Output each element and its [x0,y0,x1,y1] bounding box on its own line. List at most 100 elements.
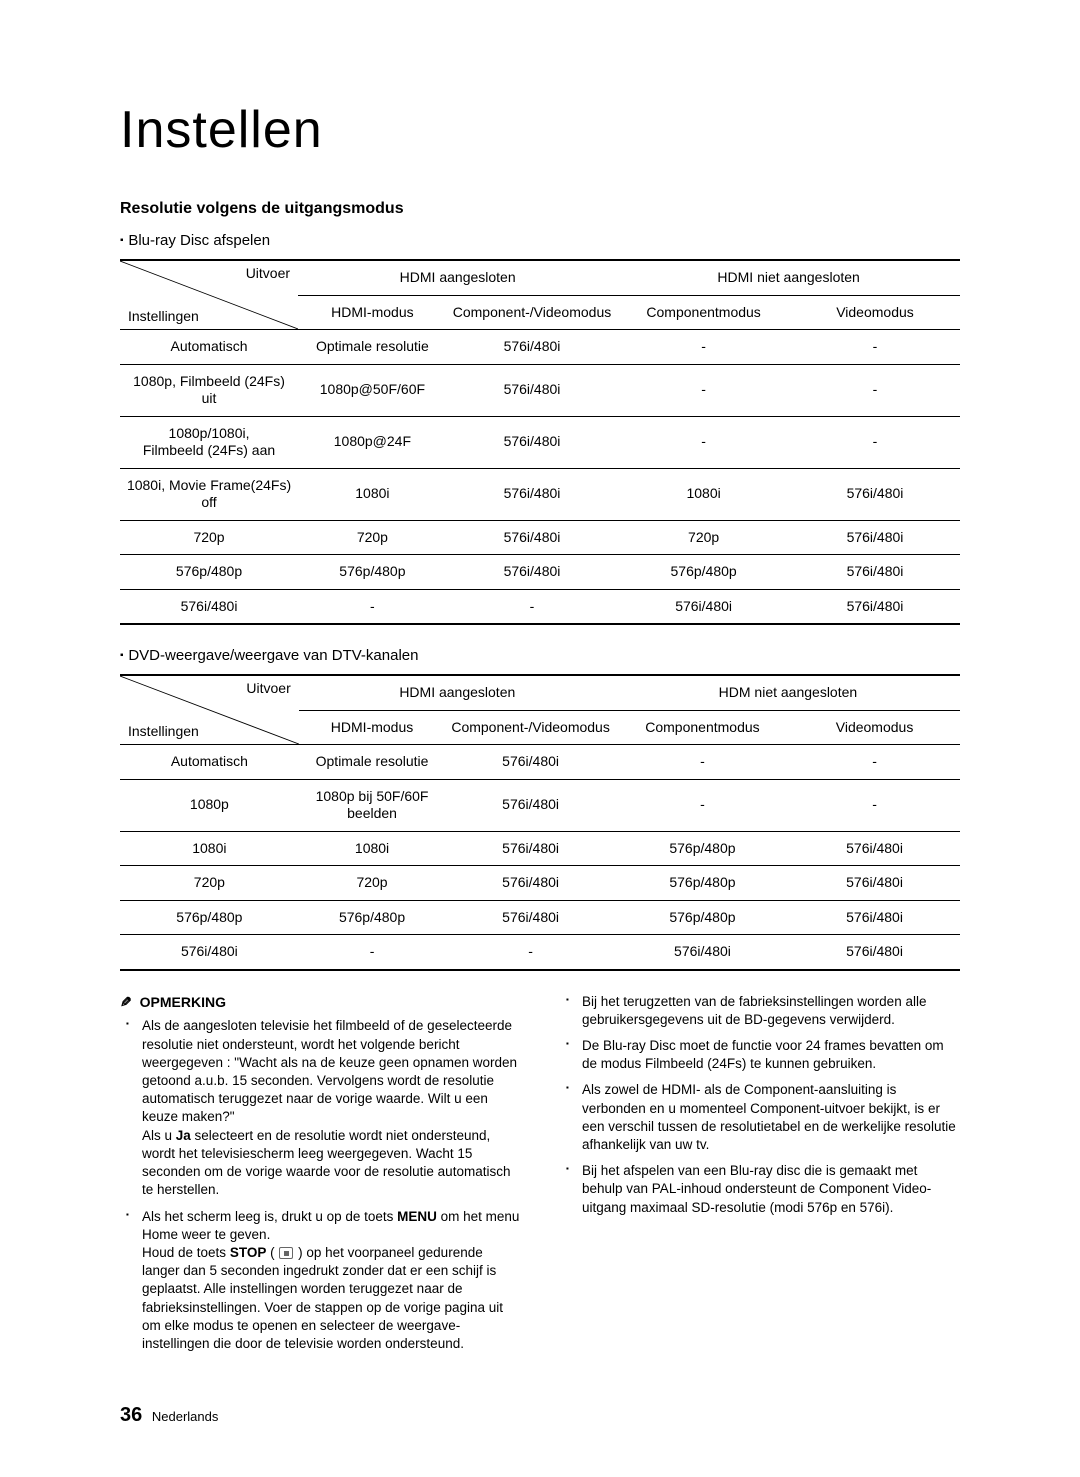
th-hdmi-on: HDMI aangesloten [298,260,617,295]
table-row: AutomatischOptimale resolutie576i/480i-- [120,745,960,780]
cell: 720p [617,520,790,555]
cell: - [617,364,790,416]
diag-header: Uitvoer Instellingen [120,675,299,745]
section-heading: Resolutie volgens de uitgangsmodus [120,200,960,218]
cell: - [789,745,960,780]
cell: - [299,935,446,970]
cell: 576p/480p [120,900,299,935]
cell: 1080p/1080i, Filmbeeld (24Fs) aan [120,416,298,468]
table-row: 1080p1080p bij 50F/60F beelden576i/480i-… [120,779,960,831]
cell: 576i/480i [617,589,790,624]
cell: 1080i, Movie Frame(24Fs) off [120,468,298,520]
cell: 576p/480p [616,831,789,866]
cell: - [616,779,789,831]
note-item: Als het scherm leeg is, drukt u op de to… [142,1208,520,1354]
note-item: Als zowel de HDMI- als de Component-aans… [582,1081,960,1154]
cell: 576i/480i [789,935,960,970]
cell: - [790,416,960,468]
diag-header: Uitvoer Instellingen [120,260,298,330]
cell: 720p [120,520,298,555]
th-hdmi-mode: HDMI-modus [299,710,446,745]
diag-output-label: Uitvoer [246,680,290,698]
table-row: 1080i1080i576i/480i576p/480p576i/480i [120,831,960,866]
cell: 576i/480i [789,866,960,901]
cell: 576p/480p [299,900,446,935]
cell: 576i/480i [445,745,616,780]
cell: - [616,745,789,780]
cell: 576i/480i [445,779,616,831]
subheading-dvd: DVD-weergave/weergave van DTV-kanalen [120,647,960,664]
table-dvd: Uitvoer Instellingen HDMI aangesloten HD… [120,674,960,971]
cell: - [298,589,447,624]
cell: 576i/480i [445,831,616,866]
table-row: 576p/480p576p/480p576i/480i576p/480p576i… [120,900,960,935]
cell: 576i/480i [447,330,618,365]
cell: Optimale resolutie [298,330,447,365]
th-hdmi-off: HDMI niet aangesloten [617,260,960,295]
note-heading-text: OPMERKING [140,994,226,1010]
cell: 576p/480p [616,900,789,935]
table-row: 720p720p576i/480i720p576i/480i [120,520,960,555]
th-comp-mode: Componentmodus [617,295,790,330]
table-row: 576p/480p576p/480p576i/480i576p/480p576i… [120,555,960,590]
cell: 1080i [298,468,447,520]
cell: - [617,416,790,468]
cell: Automatisch [120,745,299,780]
cell: Optimale resolutie [299,745,446,780]
notes-section: ✎ OPMERKING Als de aangesloten televisie… [120,993,960,1362]
cell: Automatisch [120,330,298,365]
cell: 576i/480i [445,866,616,901]
cell: 576i/480i [790,468,960,520]
table-row: 1080p, Filmbeeld (24Fs) uit1080p@50F/60F… [120,364,960,416]
cell: - [445,935,616,970]
subheading-bluray: Blu-ray Disc afspelen [120,232,960,249]
cell: 720p [120,866,299,901]
note-item: Bij het afspelen van een Blu-ray disc di… [582,1162,960,1217]
cell: - [789,779,960,831]
cell: - [790,364,960,416]
cell: 576i/480i [447,520,618,555]
cell: 576i/480i [616,935,789,970]
table-row: AutomatischOptimale resolutie576i/480i-- [120,330,960,365]
cell: 576i/480i [445,900,616,935]
table-row: 576i/480i--576i/480i576i/480i [120,589,960,624]
note-item: Bij het terugzetten van de fabrieksinste… [582,993,960,1029]
cell: 1080i [120,831,299,866]
cell: 1080i [299,831,446,866]
th-hdmi-off: HDM niet aangesloten [616,675,960,710]
table-row: 720p720p576i/480i576p/480p576i/480i [120,866,960,901]
th-video-mode: Videomodus [789,710,960,745]
cell: 1080p@50F/60F [298,364,447,416]
diag-settings-label: Instellingen [128,723,199,741]
cell: 576i/480i [790,520,960,555]
cell: - [790,330,960,365]
cell: 1080i [617,468,790,520]
cell: 576i/480i [790,589,960,624]
page-number: 36 [120,1404,142,1426]
cell: 1080p bij 50F/60F beelden [299,779,446,831]
th-video-mode: Videomodus [790,295,960,330]
cell: 720p [299,866,446,901]
page-title: Instellen [120,100,960,160]
diag-settings-label: Instellingen [128,308,199,326]
cell: 1080p@24F [298,416,447,468]
cell: 576p/480p [120,555,298,590]
cell: 720p [298,520,447,555]
th-comp-mode: Componentmodus [616,710,789,745]
cell: 576i/480i [447,364,618,416]
cell: 576i/480i [447,555,618,590]
note-item: Als de aangesloten televisie het filmbee… [142,1017,520,1199]
table-row: 1080p/1080i, Filmbeeld (24Fs) aan1080p@2… [120,416,960,468]
table-bluray: Uitvoer Instellingen HDMI aangesloten HD… [120,259,960,625]
cell: 576i/480i [120,935,299,970]
note-icon: ✎ [120,993,132,1012]
th-comp-video: Component-/Videomodus [445,710,616,745]
cell: 576p/480p [617,555,790,590]
table-row: 1080i, Movie Frame(24Fs) off1080i576i/48… [120,468,960,520]
note-heading: ✎ OPMERKING [120,993,520,1012]
cell: 576i/480i [447,416,618,468]
cell: 576p/480p [298,555,447,590]
cell: 1080p, Filmbeeld (24Fs) uit [120,364,298,416]
cell: - [617,330,790,365]
diag-output-label: Uitvoer [246,265,290,283]
